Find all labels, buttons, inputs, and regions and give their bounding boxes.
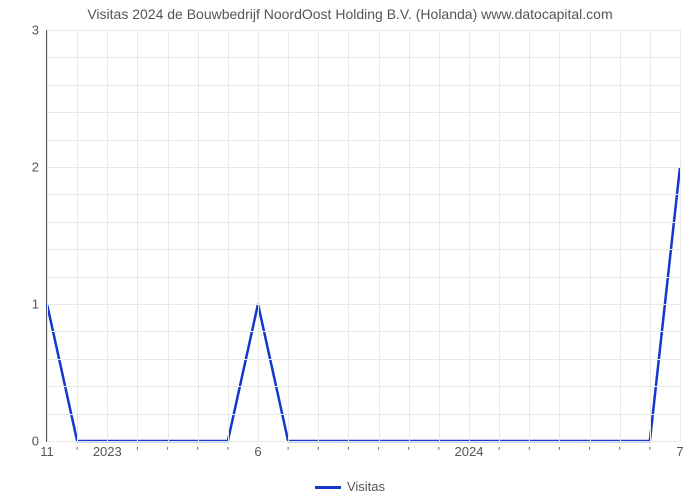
grid-line-v <box>499 30 500 441</box>
line-series <box>47 30 680 441</box>
grid-line-h-minor <box>47 140 680 141</box>
x-tick-label: 2024 <box>455 444 484 459</box>
x-tick-minor: ' <box>588 444 590 459</box>
grid-line-h-minor <box>47 85 680 86</box>
y-tick-label: 2 <box>32 160 39 175</box>
grid-line-v <box>348 30 349 441</box>
x-tick-minor: ' <box>649 444 651 459</box>
x-tick-minor: ' <box>227 444 229 459</box>
x-tick-minor: ' <box>166 444 168 459</box>
grid-line-v <box>107 30 108 441</box>
grid-line-v <box>650 30 651 441</box>
grid-line-v <box>288 30 289 441</box>
x-tick-minor: ' <box>438 444 440 459</box>
grid-line-h <box>47 167 680 168</box>
grid-line-h-minor <box>47 112 680 113</box>
grid-line-v <box>228 30 229 441</box>
legend-label: Visitas <box>347 479 385 494</box>
grid-line-v <box>198 30 199 441</box>
grid-line-v <box>469 30 470 441</box>
grid-line-v <box>559 30 560 441</box>
grid-line-v <box>77 30 78 441</box>
grid-line-h-minor <box>47 386 680 387</box>
grid-line-v <box>590 30 591 441</box>
x-tick-minor: ' <box>377 444 379 459</box>
x-tick-minor: ' <box>498 444 500 459</box>
grid-line-h-minor <box>47 249 680 250</box>
chart-container: Visitas 2024 de Bouwbedrijf NoordOost Ho… <box>0 0 700 500</box>
x-tick-label: 7 <box>676 444 683 459</box>
x-tick-minor: ' <box>347 444 349 459</box>
grid-line-h-minor <box>47 57 680 58</box>
x-tick-minor: ' <box>407 444 409 459</box>
grid-line-v <box>137 30 138 441</box>
grid-line-v <box>318 30 319 441</box>
x-tick-label: 6 <box>254 444 261 459</box>
x-tick-minor: ' <box>317 444 319 459</box>
x-tick-label: 11 <box>40 444 54 459</box>
chart-title: Visitas 2024 de Bouwbedrijf NoordOost Ho… <box>0 6 700 22</box>
x-tick-minor: ' <box>136 444 138 459</box>
plot-area: 0123112023620247''''''''''''''''' <box>46 30 680 442</box>
grid-line-h <box>47 30 680 31</box>
grid-line-v <box>258 30 259 441</box>
grid-line-h <box>47 441 680 442</box>
y-tick-label: 3 <box>32 23 39 38</box>
x-tick-minor: ' <box>196 444 198 459</box>
grid-line-v <box>409 30 410 441</box>
grid-line-v <box>439 30 440 441</box>
y-tick-label: 1 <box>32 297 39 312</box>
y-tick-label: 0 <box>32 434 39 449</box>
legend-swatch <box>315 486 341 489</box>
grid-line-h-minor <box>47 359 680 360</box>
grid-line-h-minor <box>47 331 680 332</box>
grid-line-h <box>47 304 680 305</box>
grid-line-h-minor <box>47 194 680 195</box>
grid-line-v <box>168 30 169 441</box>
x-tick-minor: ' <box>618 444 620 459</box>
grid-line-v <box>529 30 530 441</box>
grid-line-v <box>680 30 681 441</box>
x-tick-minor: ' <box>287 444 289 459</box>
legend: Visitas <box>0 479 700 494</box>
grid-line-h-minor <box>47 222 680 223</box>
x-tick-minor: ' <box>558 444 560 459</box>
grid-line-v <box>379 30 380 441</box>
grid-line-h-minor <box>47 414 680 415</box>
x-tick-label: 2023 <box>93 444 122 459</box>
grid-line-h-minor <box>47 277 680 278</box>
x-tick-minor: ' <box>528 444 530 459</box>
grid-line-v <box>47 30 48 441</box>
x-tick-minor: ' <box>76 444 78 459</box>
grid-line-v <box>620 30 621 441</box>
